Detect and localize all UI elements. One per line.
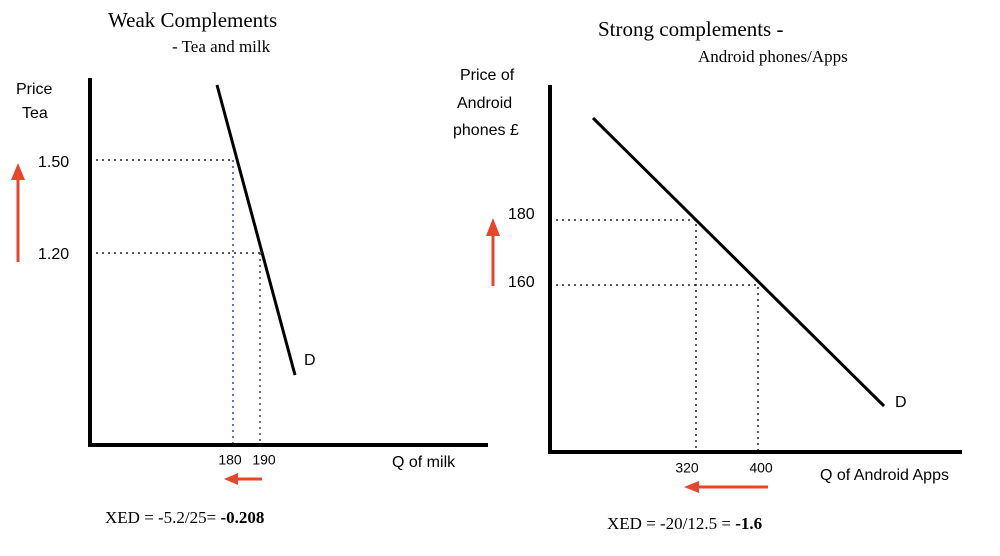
right-diagram: Strong complements - Android phones/Apps… <box>453 17 962 533</box>
subtitle: - Tea and milk <box>172 37 271 56</box>
guide <box>550 219 697 452</box>
arrow-head <box>684 481 699 493</box>
curve-label: D <box>895 394 907 411</box>
y-tick-label: 1.20 <box>38 246 69 263</box>
y-label: Price <box>16 81 53 98</box>
demand-curve <box>215 84 297 376</box>
arrow-head <box>224 473 238 485</box>
axes <box>88 78 488 447</box>
xed-result: -1.6 <box>735 514 762 533</box>
subtitle: Android phones/Apps <box>698 47 848 66</box>
y-label: phones £ <box>453 122 519 139</box>
left-diagram: Weak Complements - Tea and milk Price Te… <box>11 8 488 527</box>
axes <box>548 85 962 454</box>
y-tick-label: 160 <box>508 274 535 291</box>
guide <box>550 284 759 452</box>
y-tick-label: 1.50 <box>38 154 69 171</box>
y-label: Tea <box>22 105 48 122</box>
xed-result: -0.208 <box>221 508 265 527</box>
x-tick-label: 320 <box>675 460 699 476</box>
arrow-head <box>11 163 25 180</box>
x-tick-label: 180 <box>218 452 242 468</box>
x-tick-label: 190 <box>252 452 276 468</box>
y-label: Android <box>457 95 512 112</box>
title: Strong complements - <box>598 17 783 41</box>
curve-label: D <box>304 352 316 369</box>
y-label: Price of <box>460 67 515 84</box>
title: Weak Complements <box>108 8 277 32</box>
xed: XED = -5.2/25= -0.208 <box>105 508 264 527</box>
xed: XED = -20/12.5 = -1.6 <box>607 514 762 533</box>
x-tick-label: 400 <box>749 460 773 476</box>
x-label: Q of Android Apps <box>820 467 949 484</box>
x-label: Q of milk <box>392 454 456 471</box>
xed-formula: XED = -20/12.5 = <box>607 514 731 533</box>
arrow-head <box>486 218 500 236</box>
y-tick-label: 180 <box>508 206 535 223</box>
xed-formula: XED = -5.2/25= <box>105 508 216 527</box>
demand-curve <box>591 116 886 408</box>
